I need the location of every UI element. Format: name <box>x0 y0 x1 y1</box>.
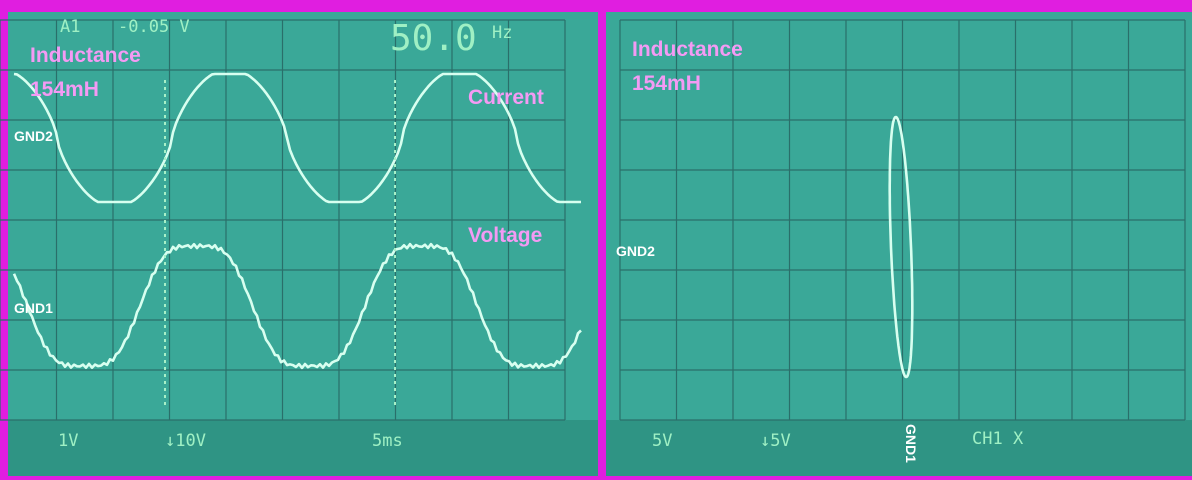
current-trace <box>13 72 581 204</box>
title: Inductance <box>632 38 743 61</box>
title: Inductance <box>30 44 141 67</box>
screen <box>8 12 598 476</box>
ch1-scale: 5V <box>652 431 672 451</box>
gnd1: GND1 <box>14 300 53 316</box>
gnd1: GND1 <box>903 424 919 463</box>
left-scope: A1 -0.05 V 50.0 Hz Inductance 154mH Curr… <box>0 12 598 476</box>
unit: Hz <box>492 23 512 43</box>
right-scope: Inductance 154mH GND2 GND1 5V ↓5V CH1 X <box>606 12 1192 476</box>
ch1-scale: 1V <box>58 431 78 451</box>
voltage-label: Voltage <box>468 224 542 247</box>
channel: A1 <box>60 17 80 37</box>
gnd2: GND2 <box>616 243 655 259</box>
current-label: Current <box>468 86 544 109</box>
xy-trace <box>888 115 914 379</box>
status-bar <box>8 420 598 476</box>
timebase: 5ms <box>372 431 403 451</box>
frequency: 50.0 <box>390 18 477 59</box>
mode: CH1 X <box>972 429 1024 449</box>
title: 154mH <box>30 78 99 101</box>
grid <box>619 19 1186 421</box>
ch2-scale: ↓10V <box>165 431 206 451</box>
voltage-trace <box>12 242 582 370</box>
screen <box>606 12 1192 476</box>
ch2-scale: ↓5V <box>760 431 791 451</box>
gnd2: GND2 <box>14 128 53 144</box>
status-bar <box>606 420 1192 476</box>
title: 154mH <box>632 72 701 95</box>
offset: -0.05 V <box>118 17 190 37</box>
